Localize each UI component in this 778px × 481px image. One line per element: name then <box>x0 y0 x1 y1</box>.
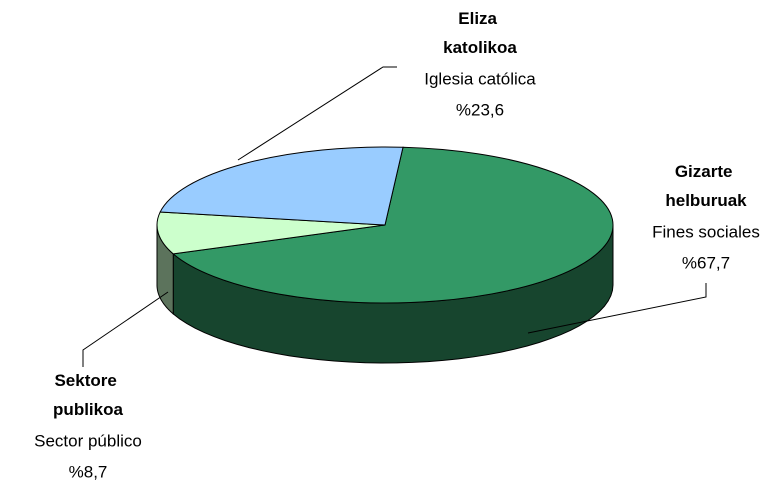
category-label-line: publikoa <box>53 400 123 419</box>
value-label: %23,6 <box>456 100 504 119</box>
subcategory-label: Sector público <box>34 431 142 450</box>
category-label: Gizarte helburuak <box>665 162 747 210</box>
category-label-line: helburuak <box>665 191 747 210</box>
category-label-line: katolikoa <box>443 38 517 57</box>
subcategory-label: Fines sociales <box>652 222 760 241</box>
slice <box>172 146 614 304</box>
slice <box>156 211 386 255</box>
category-label: Eliza katolikoa <box>443 9 517 57</box>
category-label-line: Sektore <box>54 371 121 390</box>
value-label: %8,7 <box>69 462 108 481</box>
slice <box>159 146 404 226</box>
leader-line <box>237 66 397 161</box>
category-label: Sektore publikoa <box>53 371 123 419</box>
category-label-line: Gizarte <box>675 162 737 181</box>
category-label-line: Eliza <box>458 9 501 28</box>
value-label: %67,7 <box>682 253 730 272</box>
subcategory-label: Iglesia católica <box>424 69 536 88</box>
leader-line <box>82 291 169 367</box>
leader-line <box>527 283 707 334</box>
